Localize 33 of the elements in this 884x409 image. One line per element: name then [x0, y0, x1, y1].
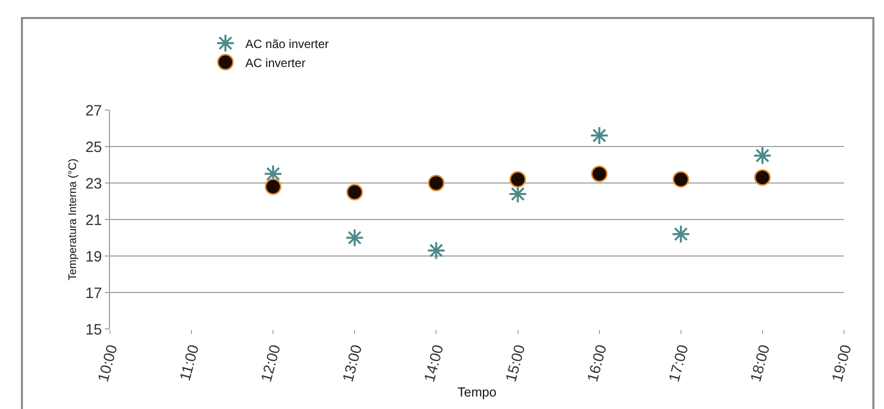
x-tick-label: 17:00 [666, 343, 692, 384]
x-tick-label: 19:00 [828, 343, 856, 384]
point [753, 146, 772, 166]
y-axis-title: Temperatura Interna (°C) [66, 158, 79, 280]
point [346, 184, 363, 200]
x-tick-label: 12:00 [258, 343, 284, 384]
y-tick-label: 23 [85, 175, 102, 192]
y-tick-label: 27 [85, 102, 102, 120]
x-axis-title: Tempo [457, 384, 497, 400]
y-tick-label: 19 [85, 248, 102, 266]
y-tick-label: 15 [85, 321, 102, 338]
y-tick-label: 25 [85, 138, 102, 156]
point [426, 241, 446, 260]
point [428, 174, 444, 192]
y-tick-label: 21 [85, 212, 102, 229]
x-tick-label: 13:00 [340, 343, 366, 384]
x-tick-label: 16:00 [584, 343, 610, 384]
x-tick-label: 15:00 [502, 343, 529, 384]
x-tick-label: 18:00 [747, 343, 774, 384]
point [345, 228, 364, 248]
point [671, 224, 690, 244]
point [754, 169, 771, 186]
x-tick-label: 11:00 [176, 343, 203, 383]
point [264, 178, 282, 195]
x-tick-label: 10:00 [94, 343, 122, 384]
point [591, 166, 608, 182]
y-tick-label: 17 [85, 284, 102, 302]
point [590, 126, 609, 145]
legend-label: AC não inverter [245, 36, 329, 51]
point [510, 171, 526, 188]
legend-label: AC inverter [245, 56, 306, 70]
point [672, 171, 690, 188]
x-tick-label: 14:00 [421, 343, 448, 384]
